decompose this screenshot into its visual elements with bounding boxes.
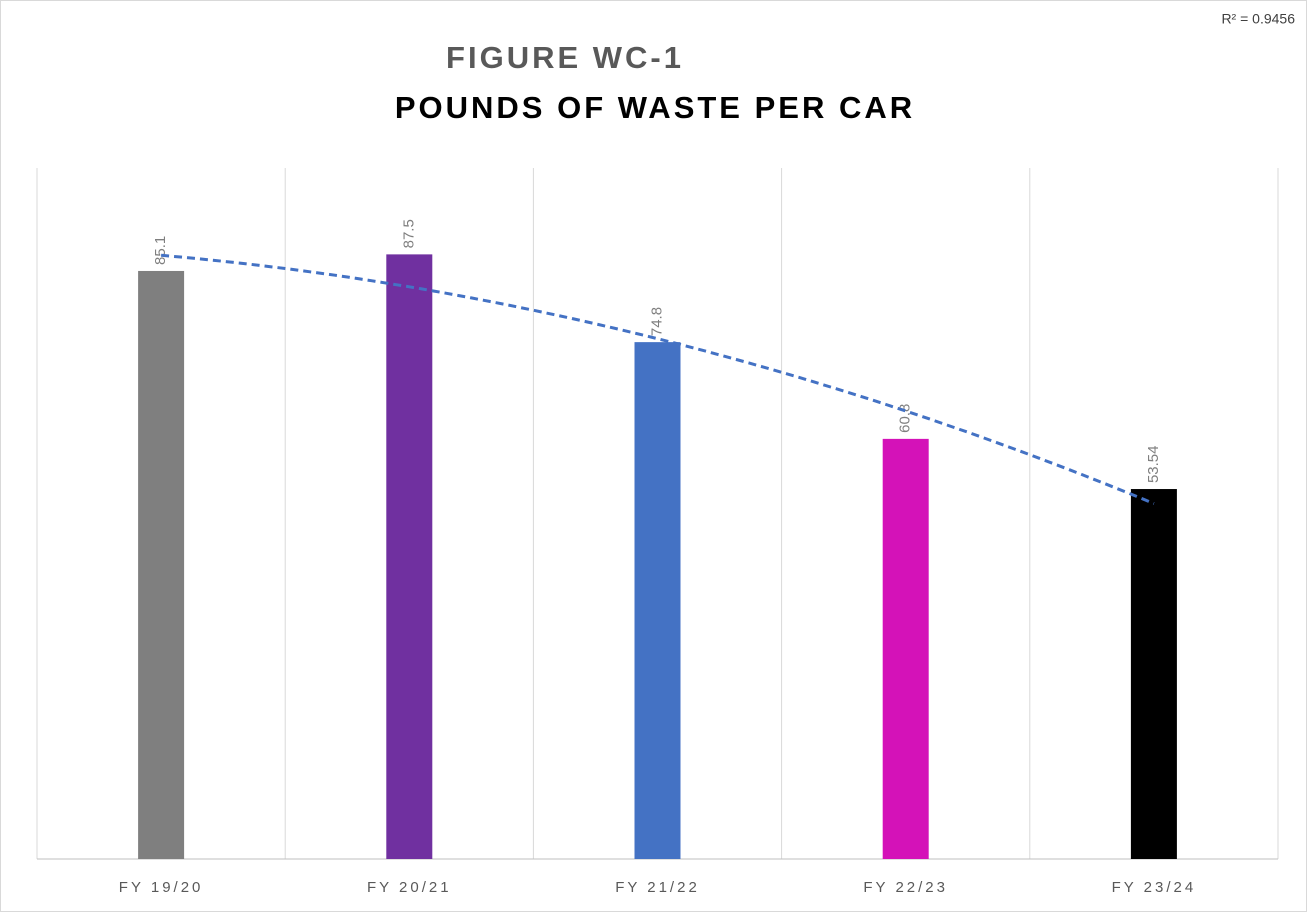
chart-title: FIGURE WC-1 <box>446 40 684 75</box>
data-label: 74.8 <box>648 307 665 336</box>
trendline <box>160 253 1155 505</box>
bar <box>634 342 681 860</box>
bar <box>386 254 433 859</box>
data-label: 85.1 <box>152 236 169 265</box>
bar <box>138 270 185 860</box>
x-tick-label: FY 20/21 <box>367 879 452 896</box>
x-tick-label: FY 19/20 <box>119 879 204 896</box>
data-label: 53.54 <box>1145 445 1162 483</box>
chart-subtitle: POUNDS OF WASTE PER CAR <box>395 90 915 125</box>
x-tick-label: FY 21/22 <box>615 879 700 896</box>
r-squared: R² = 0.9456 <box>1221 11 1295 27</box>
bar <box>882 438 929 859</box>
x-tick-label: FY 23/24 <box>1112 879 1197 896</box>
data-label: 87.5 <box>400 219 417 248</box>
bar <box>1130 489 1177 859</box>
x-tick-label: FY 22/23 <box>863 879 948 896</box>
